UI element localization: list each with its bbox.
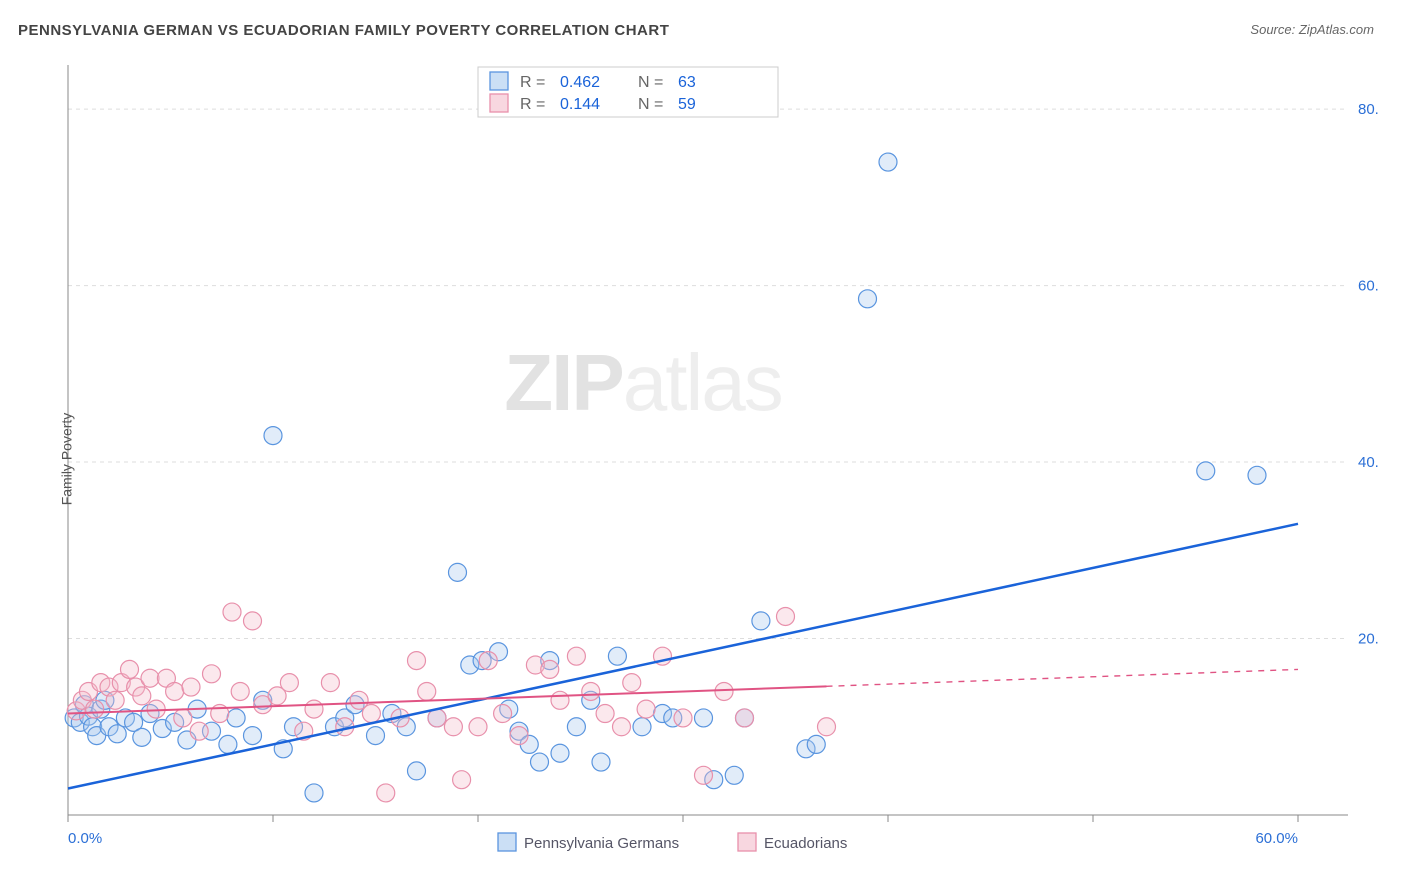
svg-text:59: 59 [678, 96, 696, 113]
svg-text:63: 63 [678, 74, 696, 91]
chart-title: PENNSYLVANIA GERMAN VS ECUADORIAN FAMILY… [18, 22, 669, 39]
chart-container: Family Poverty 20.0% 40.0% 60.0% 80.0% ZIPat… [18, 55, 1378, 862]
svg-text:Pennsylvania Germans: Pennsylvania Germans [524, 835, 679, 852]
svg-text:R =: R = [520, 96, 545, 113]
svg-text:0.462: 0.462 [560, 74, 600, 91]
source-label: Source: [1250, 22, 1295, 37]
svg-text:N =: N = [638, 74, 663, 91]
svg-text:N =: N = [638, 96, 663, 113]
svg-text:60.0%: 60.0% [1358, 278, 1378, 295]
source-value: ZipAtlas.com [1299, 22, 1374, 37]
scatter-chart: 20.0% 40.0% 60.0% 80.0% ZIPatlas 0.0% 60.0% R =… [18, 55, 1378, 862]
svg-text:0.0%: 0.0% [68, 830, 102, 847]
svg-text:0.144: 0.144 [560, 96, 600, 113]
svg-text:ZIPatlas: ZIPatlas [504, 338, 781, 427]
svg-text:20.0%: 20.0% [1358, 631, 1378, 648]
svg-text:80.0%: 80.0% [1358, 101, 1378, 118]
source-citation: Source: ZipAtlas.com [1250, 22, 1374, 37]
svg-text:R =: R = [520, 74, 545, 91]
svg-text:40.0%: 40.0% [1358, 454, 1378, 471]
y-axis-label: Family Poverty [58, 412, 74, 505]
svg-text:Ecuadorians: Ecuadorians [764, 835, 847, 852]
svg-text:60.0%: 60.0% [1255, 830, 1298, 847]
